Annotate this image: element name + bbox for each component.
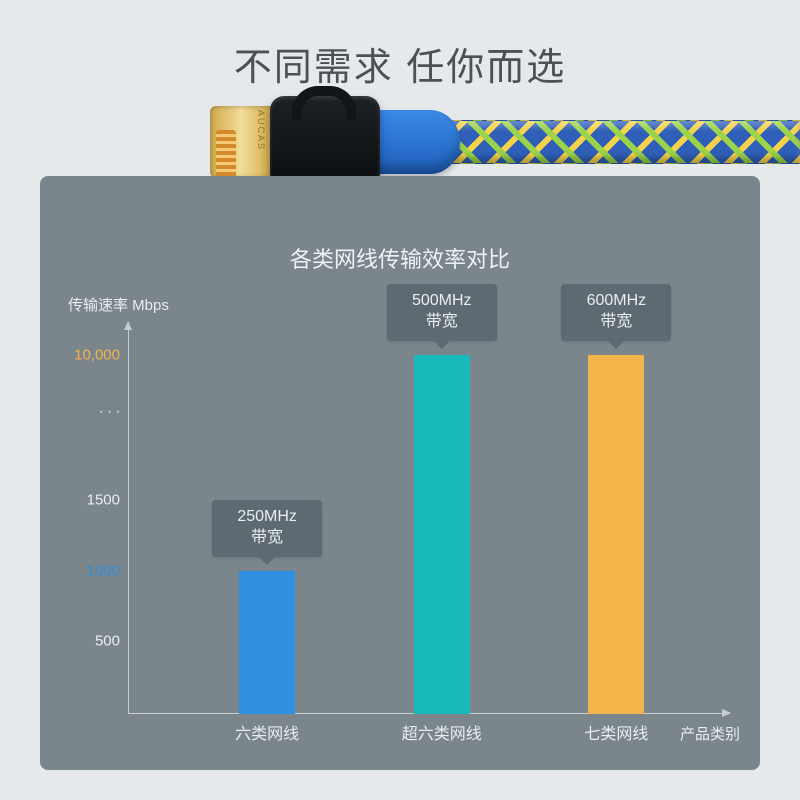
- bar-callout: 250MHz带宽: [212, 500, 322, 557]
- chart-title: 各类网线传输效率对比: [68, 242, 732, 274]
- y-tick: 10,000: [56, 346, 120, 363]
- x-category-label: 七类网线: [584, 720, 648, 744]
- chart-plot-area: 产品类别 10,000. . .15001000500250MHz带宽六类网线5…: [128, 332, 720, 714]
- bar: [414, 355, 470, 714]
- x-category-label: 超六类网线: [402, 720, 482, 744]
- bar-callout: 500MHz带宽: [387, 284, 497, 341]
- callout-line1: 500MHz: [387, 290, 497, 312]
- chart-card: 各类网线传输效率对比 传输速率 Mbps 产品类别 10,000. . .150…: [40, 176, 760, 770]
- bar-callout: 600MHz带宽: [561, 284, 671, 341]
- y-tick: 1000: [56, 562, 120, 579]
- y-tick: 500: [56, 633, 120, 650]
- callout-line2: 带宽: [561, 311, 671, 333]
- callout-arrow: [259, 557, 275, 565]
- bar: [239, 571, 295, 714]
- y-tick: . . .: [56, 400, 120, 417]
- cable-braid: [440, 120, 800, 164]
- y-tick: 1500: [56, 492, 120, 509]
- callout-arrow: [434, 341, 450, 349]
- callout-arrow: [608, 341, 624, 349]
- y-axis-line: [128, 322, 129, 714]
- callout-line2: 带宽: [387, 311, 497, 333]
- callout-line1: 250MHz: [212, 506, 322, 528]
- x-category-label: 六类网线: [235, 720, 299, 744]
- x-axis-label: 产品类别: [680, 723, 740, 744]
- callout-line1: 600MHz: [561, 290, 671, 312]
- callout-line2: 带宽: [212, 527, 322, 549]
- hero-title: 不同需求 任你而选: [0, 36, 800, 91]
- bar: [588, 355, 644, 714]
- rj45-clip: [292, 86, 356, 120]
